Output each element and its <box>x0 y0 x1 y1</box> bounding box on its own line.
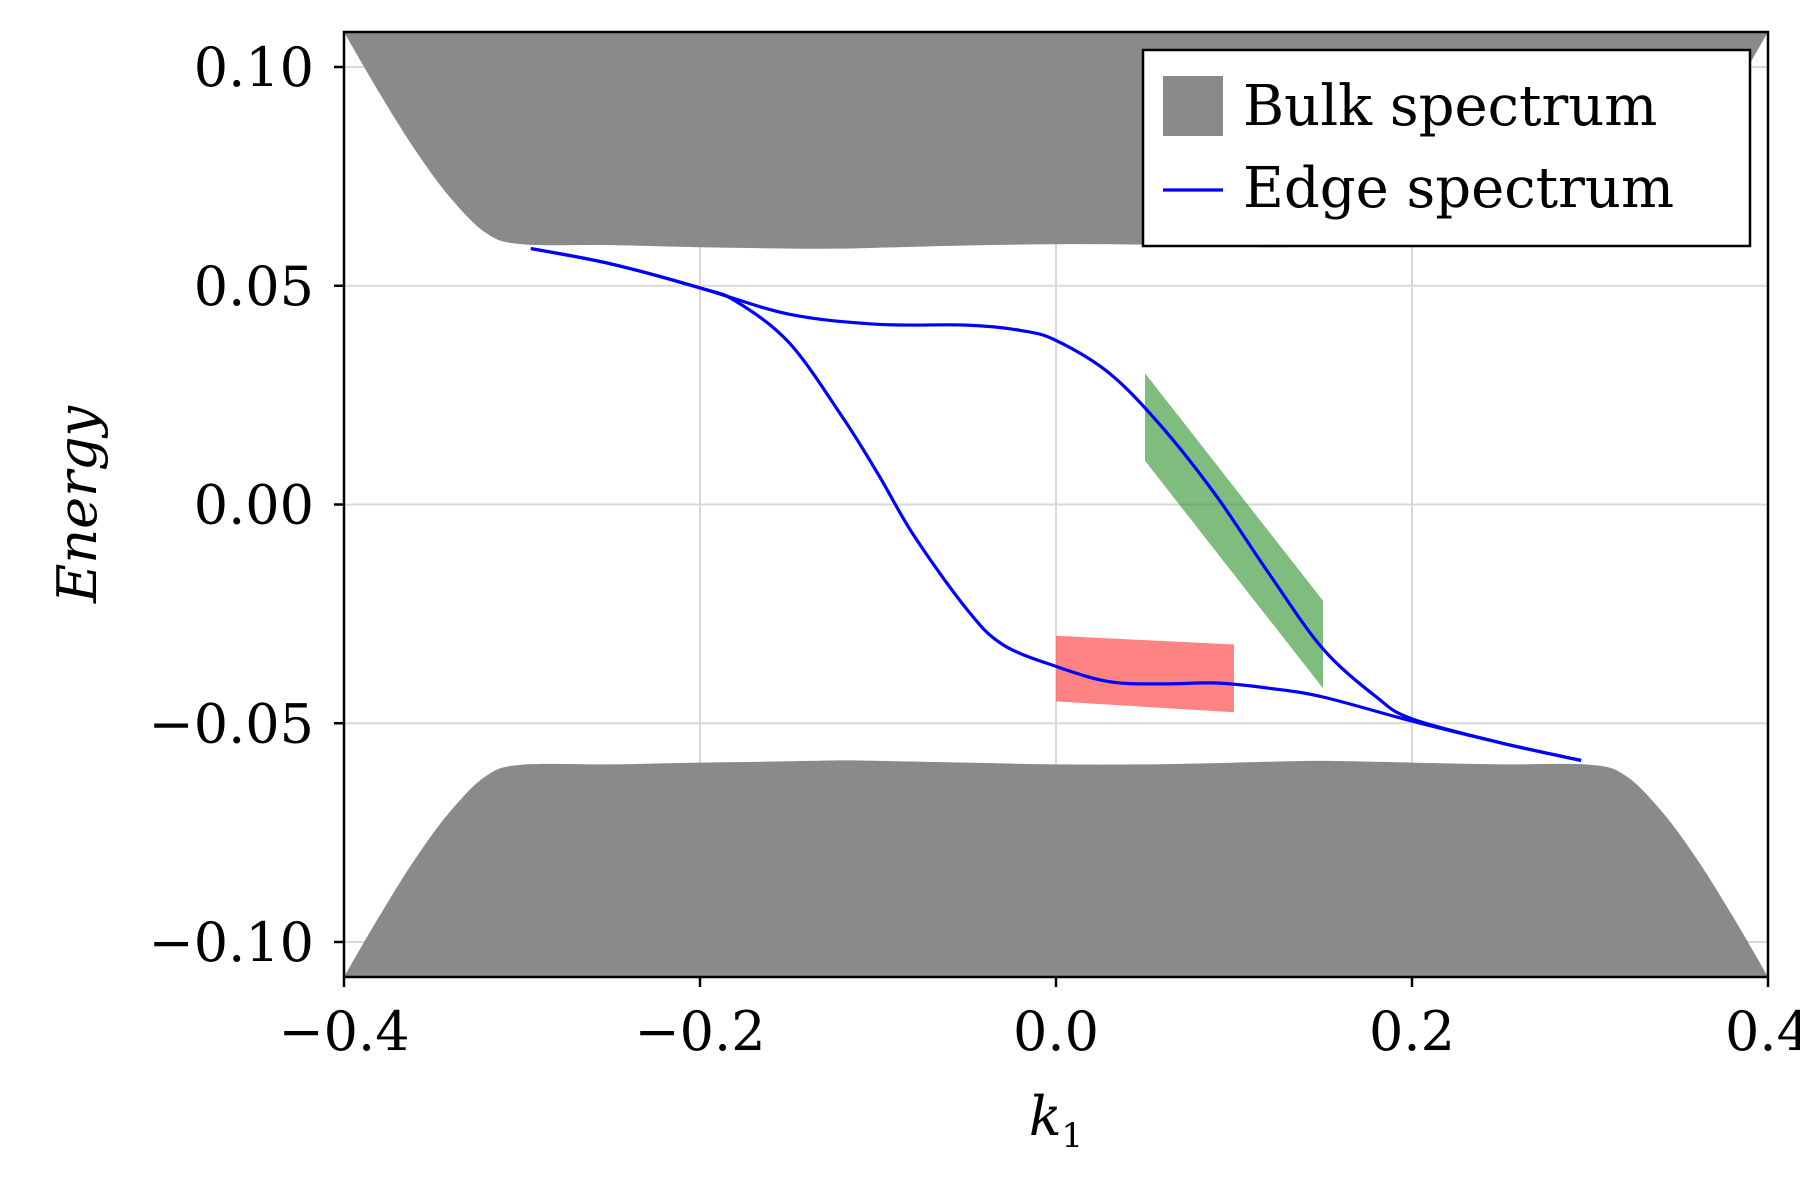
legend-bulk-label: Bulk spectrum <box>1243 74 1657 139</box>
legend-edge-label: Edge spectrum <box>1243 156 1674 221</box>
axis-ticks: −0.4 −0.2 0.0 0.2 0.4 −0.10 −0.05 0.00 0.05 0.10 <box>149 36 1800 1063</box>
y-tick-label: −0.05 <box>149 692 314 755</box>
edge-spectrum-line-1 <box>530 247 1582 762</box>
green-highlight-band <box>1145 373 1323 689</box>
y-axis-label: Energy <box>46 404 109 604</box>
legend-box <box>1141 48 1752 248</box>
bulk-band-lower <box>344 760 1768 977</box>
x-tick-label: 0.4 <box>1725 1000 1800 1063</box>
legend: Bulk spectrum Edge spectrum <box>1141 48 1752 248</box>
x-axis-label: k1 <box>1029 1085 1083 1156</box>
legend-bulk-swatch <box>1163 76 1223 136</box>
plot-area <box>344 32 1768 977</box>
y-tick-label: 0.00 <box>194 474 314 537</box>
y-tick-label: 0.05 <box>194 255 314 318</box>
x-tick-label: 0.0 <box>1013 1000 1099 1063</box>
x-tick-label: −0.2 <box>634 1000 765 1063</box>
edge-spectrum-line-2 <box>530 247 1582 762</box>
red-highlight-band <box>1056 635 1234 713</box>
y-tick-label: 0.10 <box>194 36 314 99</box>
x-tick-label: 0.2 <box>1369 1000 1455 1063</box>
x-tick-label: −0.4 <box>278 1000 409 1063</box>
y-tick-label: −0.10 <box>149 911 314 974</box>
